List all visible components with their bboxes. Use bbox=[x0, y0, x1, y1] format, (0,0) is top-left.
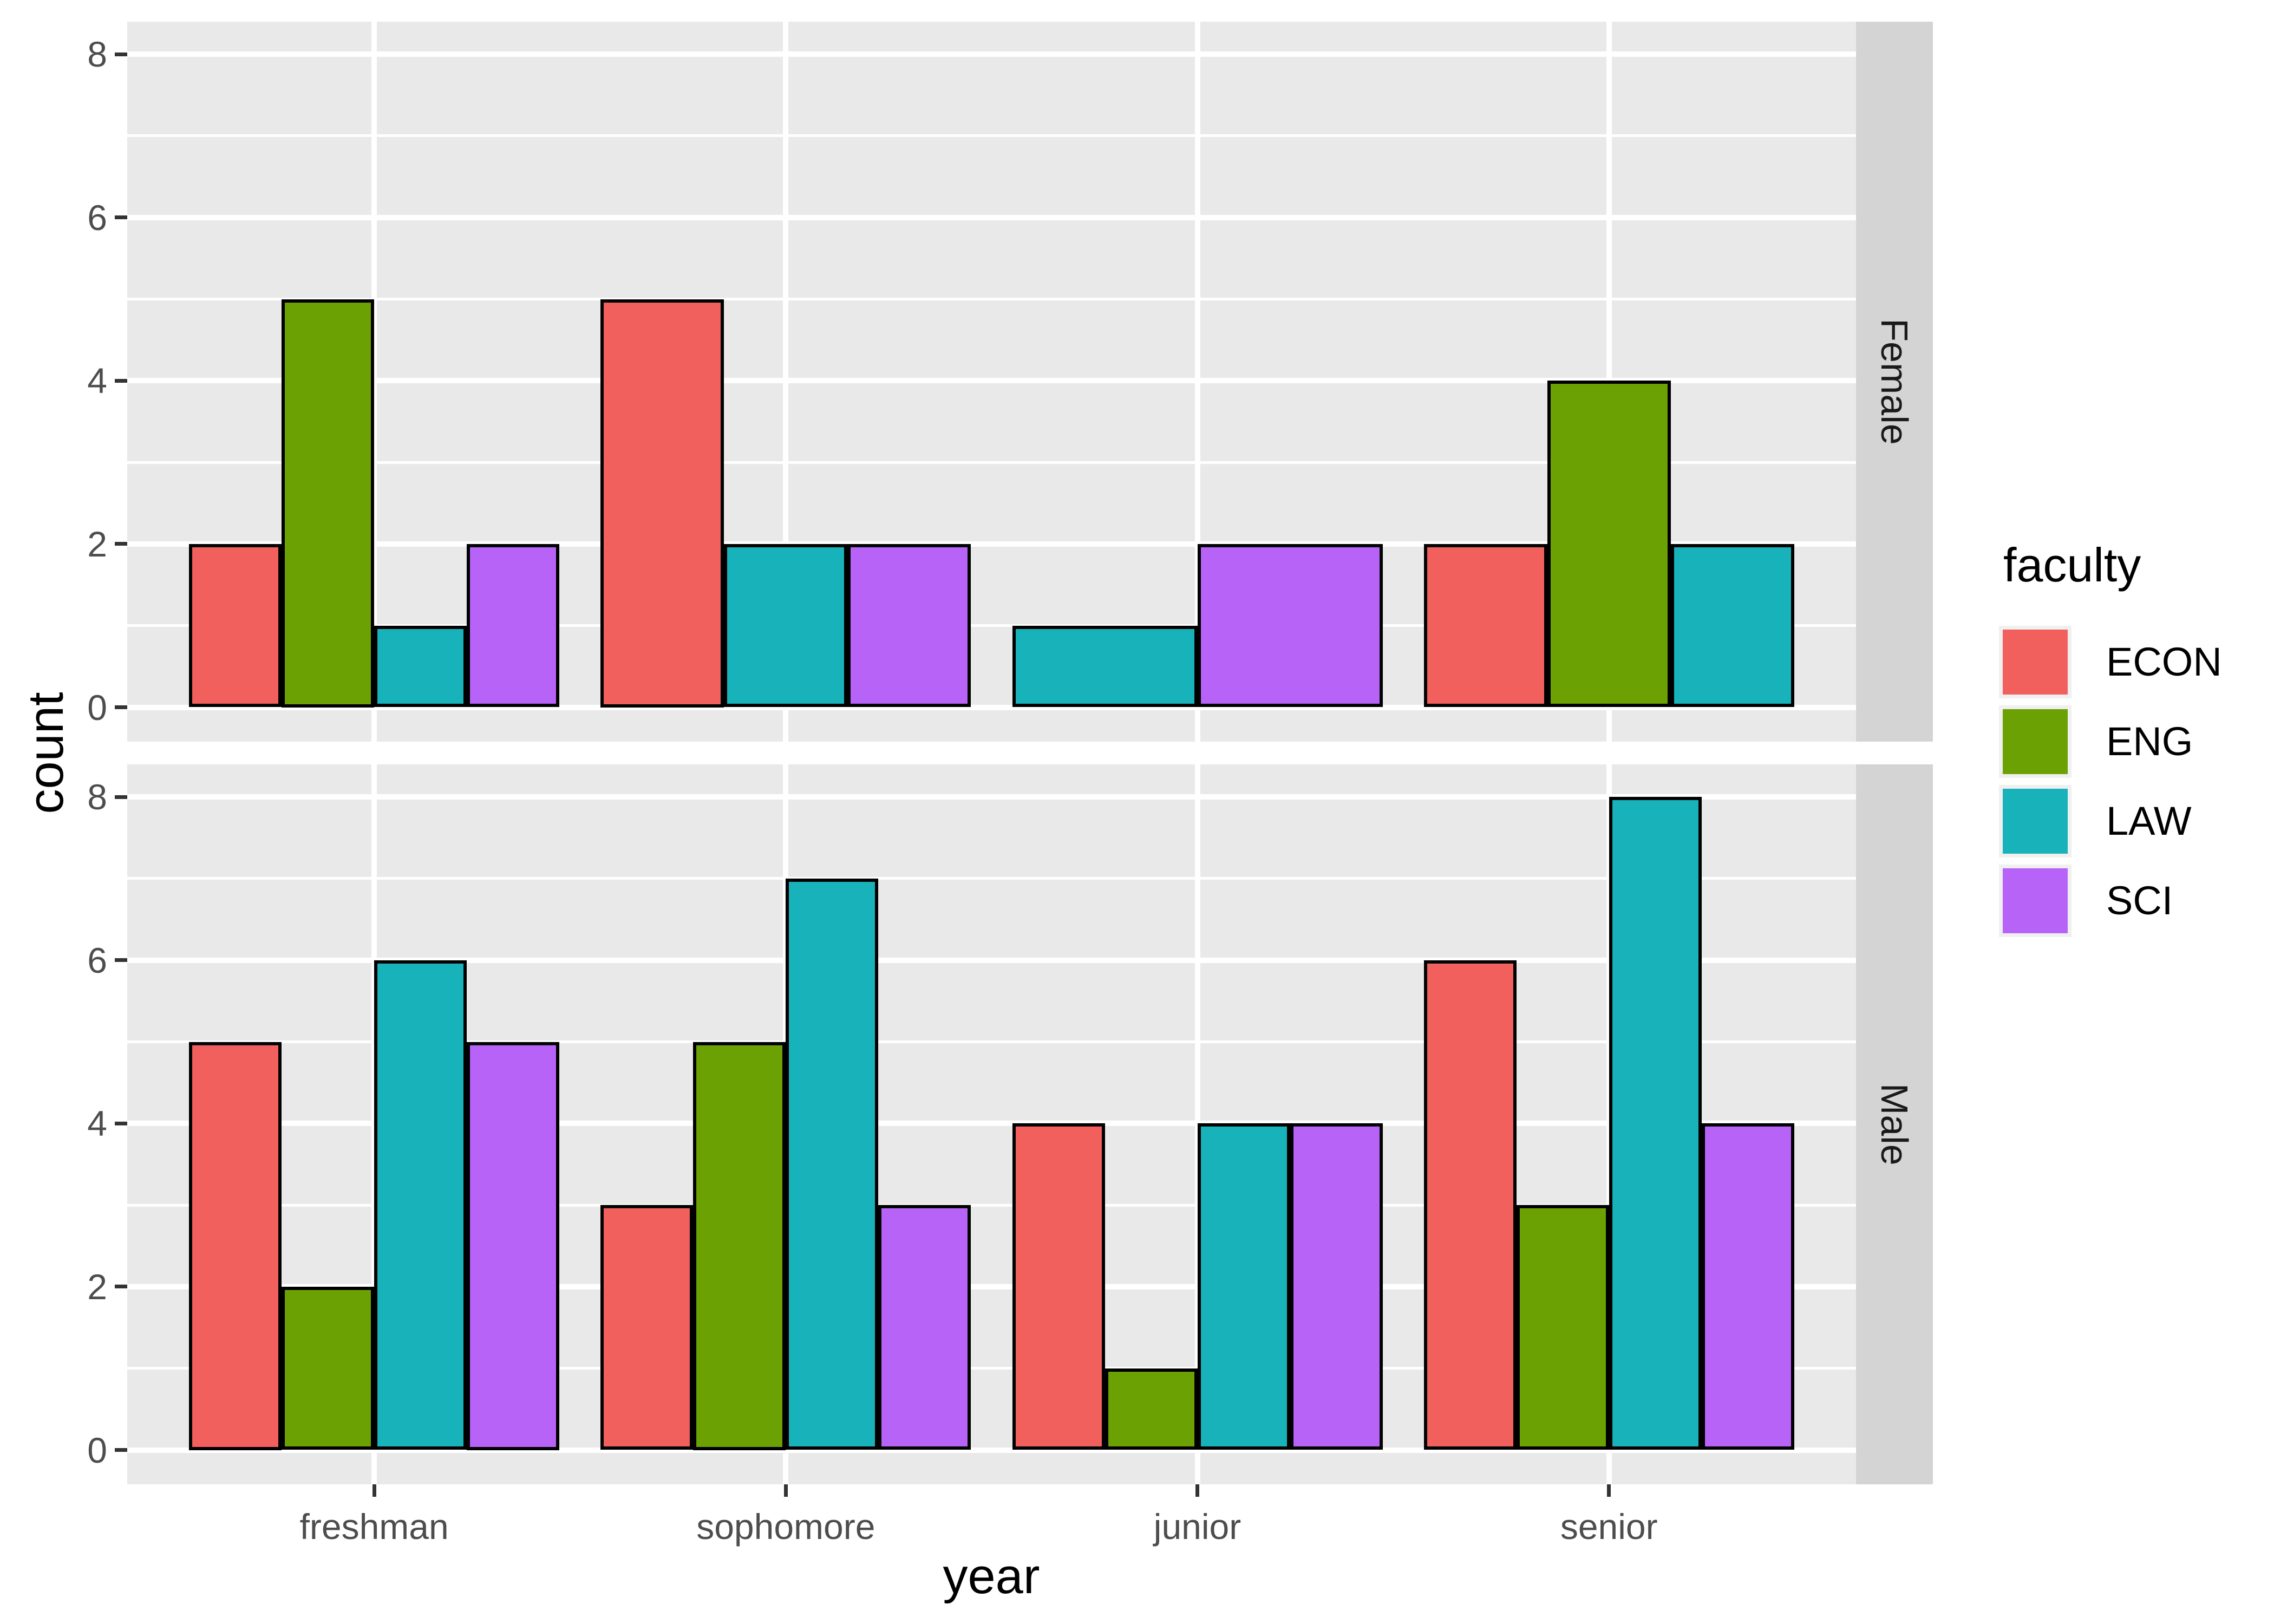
y-tick-label-female-6: 6 bbox=[87, 197, 107, 238]
panel-male bbox=[127, 764, 1856, 1484]
gridline-y-major-2 bbox=[127, 1284, 1856, 1289]
bar-male-junior-sci bbox=[1290, 1123, 1383, 1450]
y-tick-label-male-0: 0 bbox=[87, 1430, 107, 1470]
legend-key-sci bbox=[1999, 865, 2072, 937]
bar-male-junior-eng bbox=[1105, 1368, 1198, 1450]
gridline-y-minor-7 bbox=[127, 877, 1856, 880]
y-tick-female-2 bbox=[115, 542, 127, 546]
facet-strip-female: Female bbox=[1856, 22, 1933, 742]
gridline-y-major-6 bbox=[127, 214, 1856, 220]
x-tick-sophomore bbox=[783, 1484, 788, 1497]
legend-swatch-eng bbox=[2003, 709, 2068, 774]
y-tick-female-6 bbox=[115, 215, 127, 220]
y-tick-label-female-4: 4 bbox=[87, 361, 107, 401]
bar-female-senior-econ bbox=[1423, 543, 1547, 708]
bar-female-freshman-eng bbox=[282, 299, 375, 708]
x-axis-title: year bbox=[943, 1549, 1040, 1604]
y-tick-female-4 bbox=[115, 378, 127, 383]
bar-male-sophomore-econ bbox=[600, 1205, 694, 1450]
y-tick-label-male-2: 2 bbox=[87, 1266, 107, 1307]
gridline-y-major-0 bbox=[127, 1447, 1856, 1453]
bar-female-freshman-law bbox=[374, 625, 467, 708]
bar-female-senior-eng bbox=[1547, 381, 1671, 708]
legend-entry-econ: ECON bbox=[1999, 626, 2274, 698]
bar-female-junior-law bbox=[1012, 625, 1198, 708]
x-tick-label-freshman: freshman bbox=[299, 1507, 449, 1547]
x-tick-junior bbox=[1195, 1484, 1200, 1497]
y-tick-label-male-4: 4 bbox=[87, 1103, 107, 1144]
x-tick-label-junior: junior bbox=[1153, 1507, 1241, 1547]
gridline-y-major-2 bbox=[127, 541, 1856, 547]
legend-entry-eng: ENG bbox=[1999, 705, 2274, 778]
legend-label-law: LAW bbox=[2106, 798, 2192, 843]
gridline-y-minor-1 bbox=[127, 624, 1856, 627]
bar-female-junior-sci bbox=[1197, 543, 1383, 708]
legend-entry-sci: SCI bbox=[1999, 865, 2274, 937]
legend-swatch-sci bbox=[2003, 868, 2068, 933]
y-tick-male-0 bbox=[115, 1448, 127, 1452]
y-tick-male-8 bbox=[115, 795, 127, 799]
bar-male-junior-econ bbox=[1012, 1123, 1105, 1450]
bar-male-sophomore-law bbox=[786, 878, 879, 1450]
bar-male-senior-eng bbox=[1516, 1205, 1609, 1450]
legend-swatch-econ bbox=[2003, 630, 2068, 695]
bar-male-senior-econ bbox=[1423, 960, 1517, 1450]
gridline-y-major-8 bbox=[127, 51, 1856, 57]
panel-female bbox=[127, 22, 1856, 742]
gridline-y-minor-3 bbox=[127, 1203, 1856, 1207]
gridline-y-minor-1 bbox=[127, 1367, 1856, 1370]
legend-label-econ: ECON bbox=[2106, 639, 2222, 684]
y-tick-female-0 bbox=[115, 705, 127, 709]
bar-female-senior-law bbox=[1670, 543, 1794, 708]
bar-female-freshman-econ bbox=[189, 543, 282, 708]
x-tick-senior bbox=[1607, 1484, 1611, 1497]
bar-male-senior-law bbox=[1609, 797, 1702, 1450]
legend-key-law bbox=[1999, 785, 2072, 857]
gridline-y-minor-3 bbox=[127, 461, 1856, 464]
legend-title: faculty bbox=[2003, 538, 2141, 592]
y-tick-male-2 bbox=[115, 1285, 127, 1289]
bar-male-freshman-sci bbox=[467, 1042, 560, 1450]
legend-key-eng bbox=[1999, 705, 2072, 778]
y-tick-male-4 bbox=[115, 1121, 127, 1125]
legend-swatch-law bbox=[2003, 789, 2068, 854]
bar-male-junior-law bbox=[1197, 1123, 1290, 1450]
bar-male-freshman-eng bbox=[282, 1286, 375, 1450]
y-tick-label-male-6: 6 bbox=[87, 940, 107, 980]
y-tick-male-6 bbox=[115, 958, 127, 962]
bar-female-sophomore-sci bbox=[847, 543, 971, 708]
gridline-y-major-0 bbox=[127, 704, 1856, 710]
y-tick-label-female-2: 2 bbox=[87, 523, 107, 564]
legend-label-sci: SCI bbox=[2106, 878, 2173, 923]
bar-male-freshman-econ bbox=[189, 1042, 282, 1450]
legend-key-econ bbox=[1999, 626, 2072, 698]
gridline-y-major-4 bbox=[127, 378, 1856, 384]
bar-male-sophomore-eng bbox=[693, 1042, 786, 1450]
x-tick-label-sophomore: sophomore bbox=[696, 1507, 875, 1547]
legend-entry-law: LAW bbox=[1999, 785, 2274, 857]
facet-strip-male: Male bbox=[1856, 764, 1933, 1484]
bar-female-sophomore-law bbox=[724, 543, 848, 708]
bar-female-freshman-sci bbox=[467, 543, 560, 708]
gridline-y-major-8 bbox=[127, 794, 1856, 800]
gridline-y-major-6 bbox=[127, 957, 1856, 963]
y-tick-female-8 bbox=[115, 52, 127, 56]
y-tick-label-male-8: 8 bbox=[87, 777, 107, 817]
legend-label-eng: ENG bbox=[2106, 719, 2193, 764]
x-tick-label-senior: senior bbox=[1560, 1507, 1658, 1547]
gridline-y-major-4 bbox=[127, 1121, 1856, 1127]
bar-male-freshman-law bbox=[374, 960, 467, 1450]
bar-female-sophomore-econ bbox=[600, 299, 724, 708]
facet-strip-label-female: Female bbox=[1873, 318, 1916, 445]
y-tick-label-female-8: 8 bbox=[87, 34, 107, 75]
gridline-y-minor-5 bbox=[127, 298, 1856, 300]
x-tick-freshman bbox=[372, 1484, 376, 1497]
gridline-y-minor-5 bbox=[127, 1040, 1856, 1043]
facet-strip-label-male: Male bbox=[1873, 1083, 1916, 1165]
y-tick-label-female-0: 0 bbox=[87, 687, 107, 728]
bar-male-senior-sci bbox=[1701, 1123, 1794, 1450]
bar-male-sophomore-sci bbox=[878, 1205, 971, 1450]
gridline-y-minor-7 bbox=[127, 134, 1856, 137]
